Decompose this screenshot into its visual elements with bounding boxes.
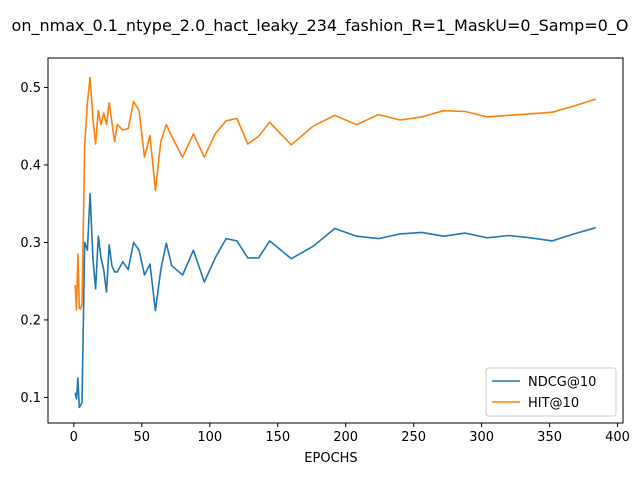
series-line-ndcg-10 bbox=[74, 192, 597, 409]
y-tick-label: 0.1 bbox=[20, 391, 41, 406]
x-tick-label: 200 bbox=[333, 430, 358, 445]
x-tick-label: 50 bbox=[134, 430, 151, 445]
series-layer bbox=[74, 76, 597, 409]
y-tick-label: 0.2 bbox=[20, 313, 41, 328]
y-tick-label: 0.4 bbox=[20, 158, 41, 173]
y-tick-label: 0.3 bbox=[20, 236, 41, 251]
legend-label: HIT@10 bbox=[528, 396, 579, 411]
x-axis: 0 50 100 150 200 250 300 350 400 bbox=[70, 423, 630, 445]
x-tick-label: 350 bbox=[537, 430, 562, 445]
x-axis-label: EPOCHS bbox=[304, 451, 357, 466]
x-tick-label: 300 bbox=[469, 430, 494, 445]
plot-area bbox=[47, 57, 624, 424]
y-tick-label: 0.5 bbox=[20, 81, 41, 96]
y-axis: 0.1 0.2 0.3 0.4 0.5 bbox=[20, 81, 48, 406]
x-tick-label: 150 bbox=[265, 430, 290, 445]
legend-box bbox=[485, 367, 617, 417]
series-line-hit-10 bbox=[74, 76, 597, 311]
legend: NDCG@10 HIT@10 bbox=[485, 367, 617, 417]
x-tick-label: 250 bbox=[401, 430, 426, 445]
chart-title: on_nmax_0.1_ntype_2.0_hact_leaky_234_fas… bbox=[12, 16, 629, 36]
x-tick-label: 400 bbox=[605, 430, 630, 445]
x-tick-label: 100 bbox=[197, 430, 222, 445]
x-tick-label: 0 bbox=[70, 430, 78, 445]
legend-label: NDCG@10 bbox=[528, 375, 596, 390]
